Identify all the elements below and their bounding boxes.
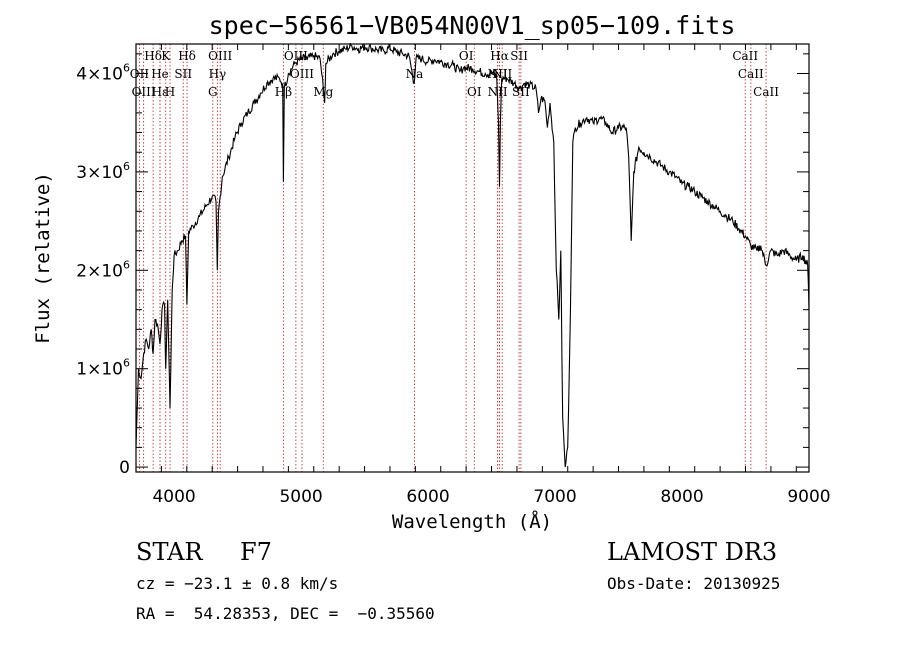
obs-date-label: Obs-Date: 20130925 <box>607 574 781 593</box>
line-label: SII <box>512 85 530 99</box>
line-label: SII <box>174 67 192 81</box>
survey-label: LAMOST DR3 <box>607 538 778 566</box>
line-label: OIII <box>132 85 156 99</box>
redshift-label: cz = −23.1 ± 0.8 km/s <box>136 574 339 593</box>
line-label: Hδ <box>178 49 196 63</box>
x-tick-label: 6000 <box>406 487 449 507</box>
x-tick-label: 9000 <box>787 487 830 507</box>
plot-frame <box>135 43 810 473</box>
line-label: Hβ <box>275 85 292 99</box>
x-tick-label: 5000 <box>279 487 322 507</box>
line-label: NII <box>492 67 512 81</box>
y-tick-label: 0 <box>119 458 130 478</box>
x-tick-label: 8000 <box>660 487 703 507</box>
line-label: OIII <box>284 49 308 63</box>
line-label: SII <box>510 49 528 63</box>
y-tick-label: 4×106 <box>76 62 130 85</box>
line-label: CaII <box>738 67 764 81</box>
line-label: OI <box>467 85 482 99</box>
class-label: STAR <box>136 538 203 566</box>
x-tick-label: 7000 <box>533 487 576 507</box>
x-tick-label: 4000 <box>152 487 195 507</box>
y-tick-label: 2×106 <box>76 258 130 281</box>
line-label: OIII <box>290 67 314 81</box>
line-label: K <box>161 49 171 63</box>
line-label: CaII <box>732 49 758 63</box>
x-axis-label: Wavelength (Å) <box>392 510 552 533</box>
line-label: OI <box>459 49 474 63</box>
chart-title: spec−56561−VB054N00V1_sp05−109.fits <box>209 11 736 40</box>
line-label: He <box>151 67 169 81</box>
line-label: G <box>208 85 218 99</box>
line-label: H <box>165 85 175 99</box>
y-axis-label: Flux (relative) <box>32 172 54 344</box>
line-label: OIII <box>208 49 232 63</box>
subclass-label: F7 <box>240 538 272 566</box>
line-label: Hε <box>152 85 169 99</box>
flux-series-line <box>135 43 810 468</box>
coordinates-label: RA = 54.28353, DEC = −0.35560 <box>136 604 435 623</box>
line-label: Hδ <box>144 49 162 63</box>
y-tick-label: 3×106 <box>76 160 130 183</box>
y-tick-label: 1×106 <box>76 357 130 380</box>
line-label: CaII <box>753 85 779 99</box>
line-label: Hα <box>490 49 509 63</box>
line-label: Hγ <box>209 67 227 81</box>
